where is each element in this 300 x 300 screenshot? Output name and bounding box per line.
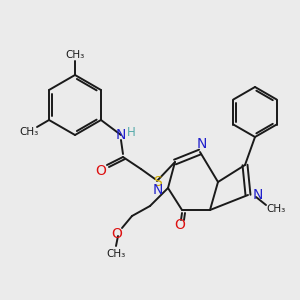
Text: N: N [197,137,207,151]
Text: S: S [154,175,162,189]
Text: O: O [95,164,106,178]
Text: CH₃: CH₃ [20,127,39,137]
Text: O: O [175,218,185,232]
Text: CH₃: CH₃ [106,249,126,259]
Text: CH₃: CH₃ [266,204,286,214]
Text: O: O [112,227,122,241]
Text: N: N [153,183,163,197]
Text: CH₃: CH₃ [65,50,85,60]
Text: H: H [127,125,135,139]
Text: N: N [116,128,126,142]
Text: N: N [253,188,263,202]
